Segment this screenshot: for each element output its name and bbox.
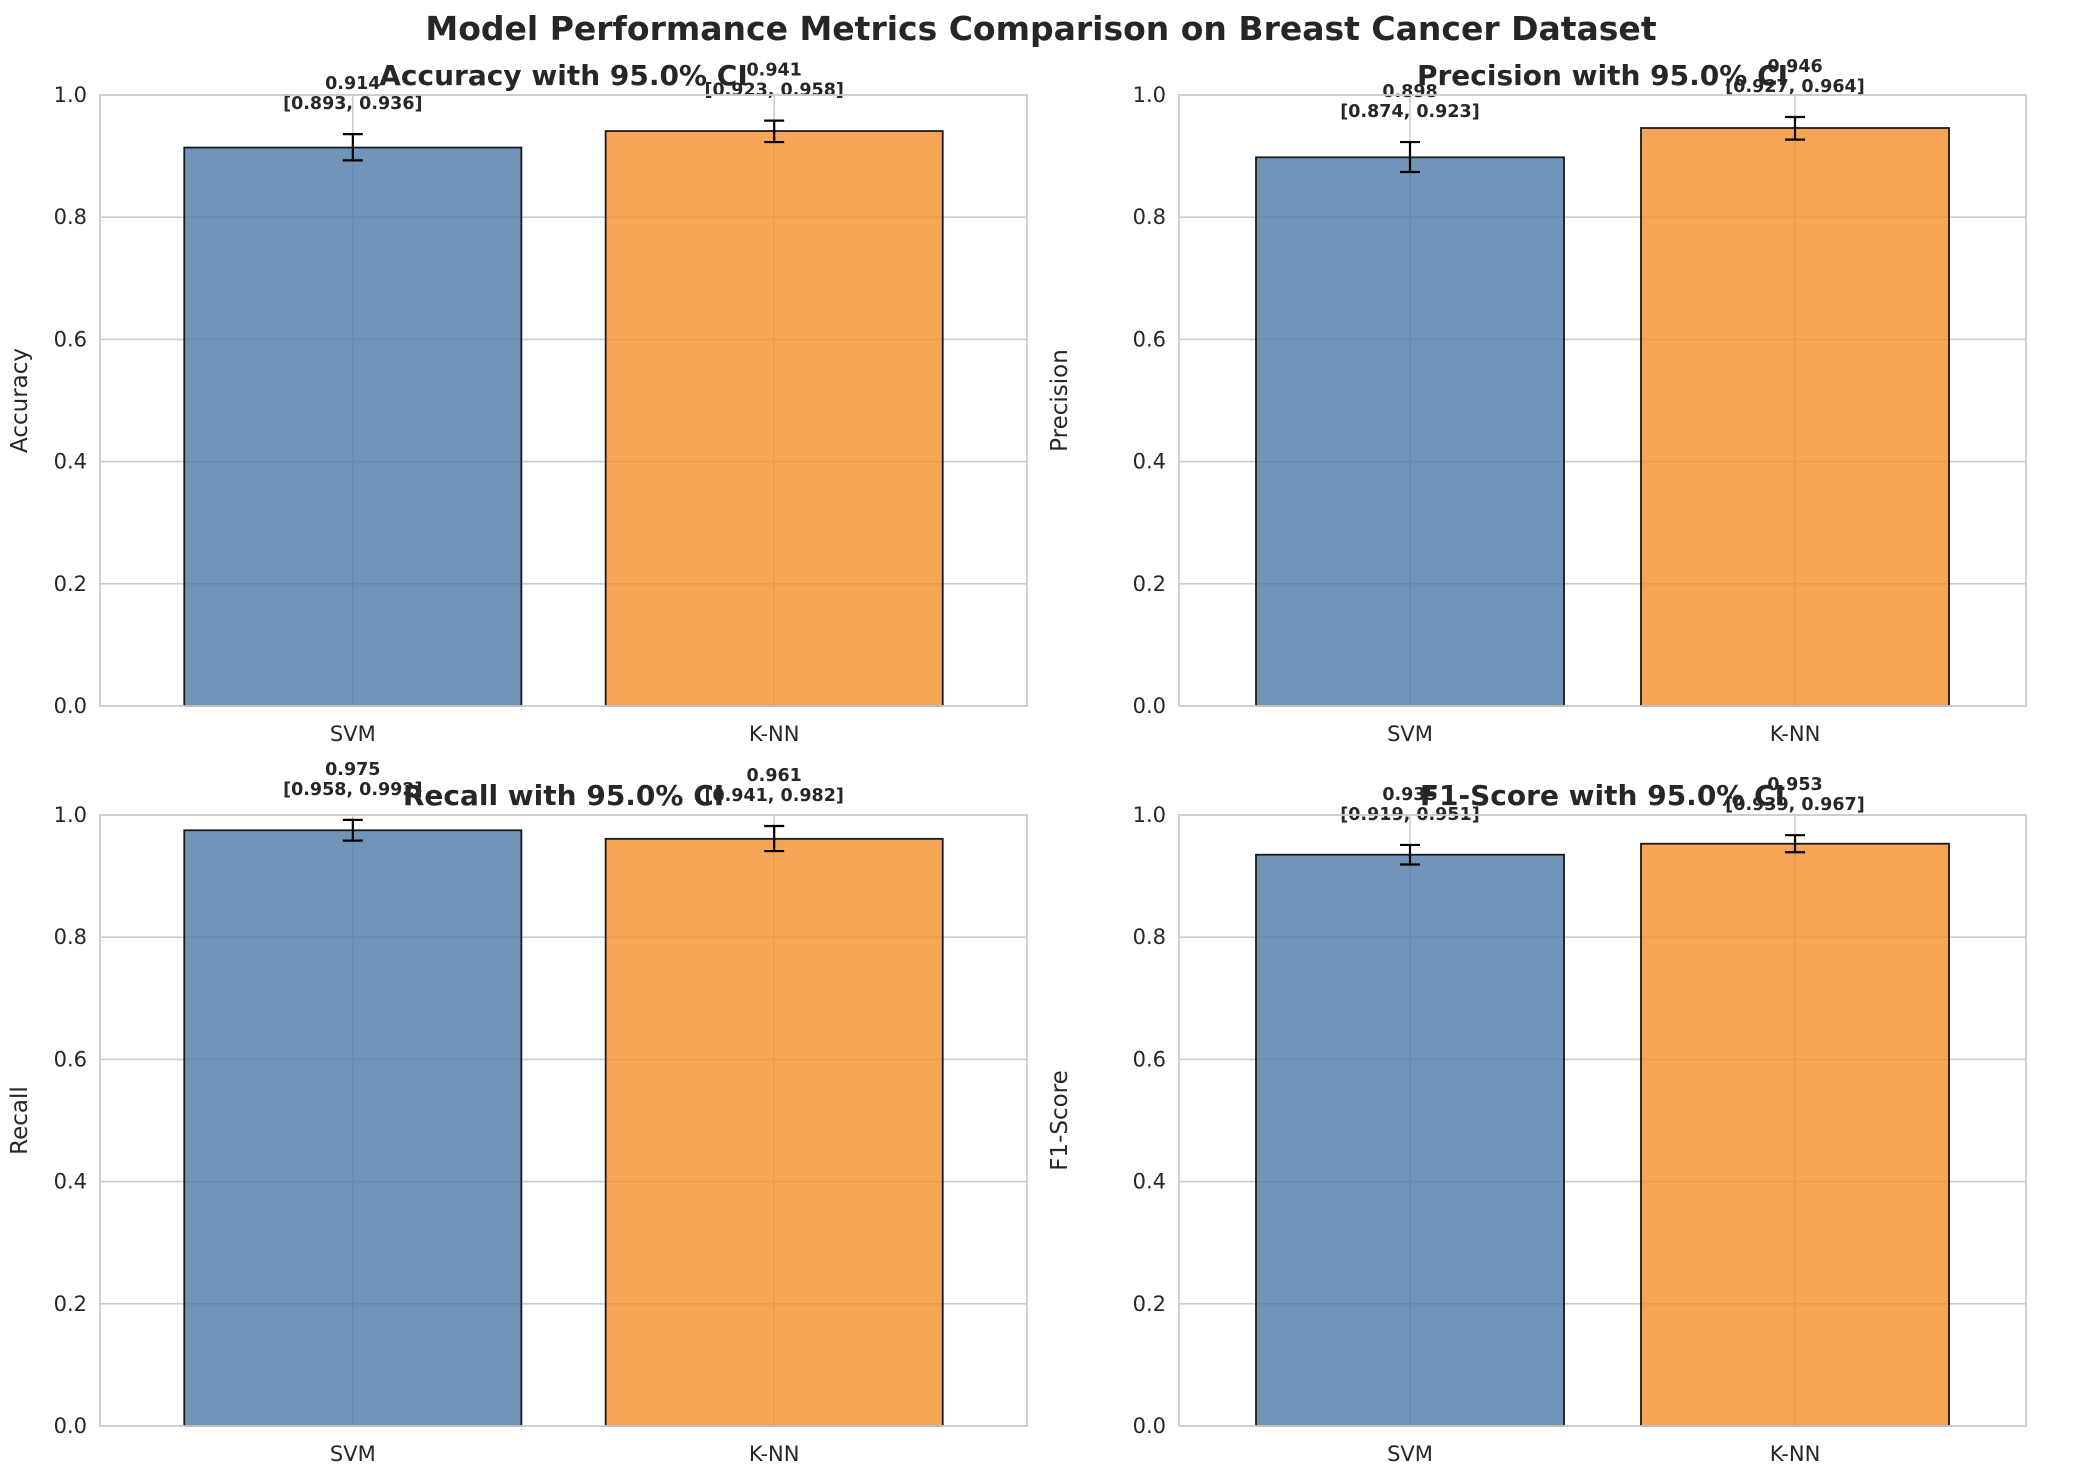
- bar-svm: [183, 829, 523, 1427]
- bar-svm: [1255, 156, 1565, 707]
- y-tick-label: 0.6: [1133, 1047, 1166, 1071]
- y-tick-label: 0.4: [1133, 1170, 1166, 1194]
- data-label-ci: [0.927, 0.964]: [1725, 77, 1864, 97]
- y-tick-label: 1.0: [54, 83, 87, 107]
- data-label-ci: [0.874, 0.923]: [1340, 102, 1479, 122]
- error-bar-svm: [1400, 843, 1420, 866]
- y-axis-label: F1-Score: [1047, 1070, 1073, 1171]
- data-label-value: 0.961: [747, 766, 802, 786]
- axes-frame: [1178, 94, 2027, 707]
- y-tick-label: 0.0: [1133, 1414, 1166, 1438]
- data-label-value: 0.935: [1382, 785, 1437, 805]
- x-tick-label: SVM: [1387, 1442, 1433, 1466]
- y-tick-label: 0.8: [1133, 205, 1166, 229]
- x-tick-label: K-NN: [1770, 1442, 1821, 1466]
- data-label-value: 0.975: [325, 760, 380, 780]
- data-label-value: 0.898: [1382, 82, 1437, 102]
- y-tick-label: 0.2: [54, 1292, 87, 1316]
- subplot-title: Recall with 95.0% CI: [403, 779, 724, 812]
- x-tick-label: K-NN: [749, 1442, 800, 1466]
- error-bar-k-nn: [764, 824, 785, 853]
- y-tick-label: 0.8: [54, 205, 87, 229]
- subplot-title: Accuracy with 95.0% CI: [379, 59, 747, 92]
- bar-svm: [1255, 853, 1565, 1427]
- error-bar-svm: [342, 133, 363, 162]
- y-tick-label: 0.4: [54, 1170, 87, 1194]
- x-tick-label: K-NN: [749, 722, 800, 746]
- y-tick-label: 1.0: [1133, 83, 1166, 107]
- bar-k-nn: [1640, 127, 1950, 707]
- x-tick-label: SVM: [1387, 722, 1433, 746]
- error-bar-k-nn: [1785, 834, 1805, 854]
- data-label-value: 0.953: [1767, 775, 1822, 795]
- y-tick-label: 0.0: [1133, 694, 1166, 718]
- y-tick-label: 0.2: [1133, 1292, 1166, 1316]
- data-label-ci: [0.941, 0.982]: [704, 786, 843, 806]
- bar-k-nn: [604, 130, 944, 707]
- y-tick-label: 0.2: [54, 572, 87, 596]
- x-tick-label: SVM: [330, 1442, 376, 1466]
- subplot-precision: 0.0 0.2 0.4 0.6 0.8 1.0 0.898[0.874, 0.923] SVM…: [1047, 57, 2027, 746]
- x-tick-label: K-NN: [1770, 722, 1821, 746]
- data-label-value: 0.941: [747, 61, 802, 81]
- y-axis-label: Accuracy: [7, 348, 33, 453]
- y-tick-label: 0.0: [54, 1414, 87, 1438]
- axes-frame: [99, 814, 1028, 1427]
- axes-frame: [1178, 814, 2027, 1427]
- x-tick-label: SVM: [330, 722, 376, 746]
- y-tick-label: 0.6: [1133, 327, 1166, 351]
- data-label-ci: [0.958, 0.992]: [283, 780, 422, 800]
- error-bar-k-nn: [764, 119, 785, 144]
- subplot-accuracy: 0.0 0.2 0.4 0.6 0.8 1.0 0.914[0.893, 0.936] SVM…: [7, 59, 1028, 746]
- y-tick-label: 1.0: [54, 803, 87, 827]
- panels: 0.0 0.2 0.4 0.6 0.8 1.0 0.914[0.893, 0.936] SVM…: [7, 57, 2027, 1466]
- bar-k-nn: [1640, 842, 1950, 1427]
- error-bar-k-nn: [1785, 115, 1805, 141]
- subplot-title: Precision with 95.0% CI: [1417, 59, 1788, 92]
- error-bar-svm: [1400, 140, 1420, 174]
- data-label-ci: [0.893, 0.936]: [283, 94, 422, 114]
- y-tick-label: 0.0: [54, 694, 87, 718]
- error-bar-svm: [342, 818, 363, 842]
- y-tick-label: 0.8: [54, 925, 87, 949]
- y-tick-label: 1.0: [1133, 803, 1166, 827]
- y-axis-label: Precision: [1047, 349, 1073, 452]
- y-tick-label: 0.4: [1133, 450, 1166, 474]
- subplot-f1-score: 0.00.20.40.60.81.00.935[0.919, 0.951]SVM…: [1047, 775, 2027, 1466]
- axes-frame: [99, 94, 1028, 707]
- bar-svm: [183, 146, 523, 707]
- data-label-value: 0.946: [1767, 57, 1822, 77]
- subplot-title: F1-Score with 95.0% CI: [1420, 779, 1785, 812]
- bar-k-nn: [604, 837, 944, 1427]
- y-tick-label: 0.4: [54, 450, 87, 474]
- y-tick-label: 0.6: [54, 327, 87, 351]
- y-tick-label: 0.6: [54, 1047, 87, 1071]
- figure-title: Model Performance Metrics Comparison on …: [425, 9, 1656, 48]
- y-axis-label: Recall: [7, 1086, 33, 1155]
- y-tick-label: 0.2: [1133, 572, 1166, 596]
- data-label-ci: [0.939, 0.967]: [1725, 795, 1864, 815]
- data-label-value: 0.914: [325, 74, 380, 94]
- subplot-recall: 0.0 0.2 0.4 0.6 0.8 1.0 0.975[0.958, 0.992] SVM…: [7, 760, 1028, 1466]
- y-tick-label: 0.8: [1133, 925, 1166, 949]
